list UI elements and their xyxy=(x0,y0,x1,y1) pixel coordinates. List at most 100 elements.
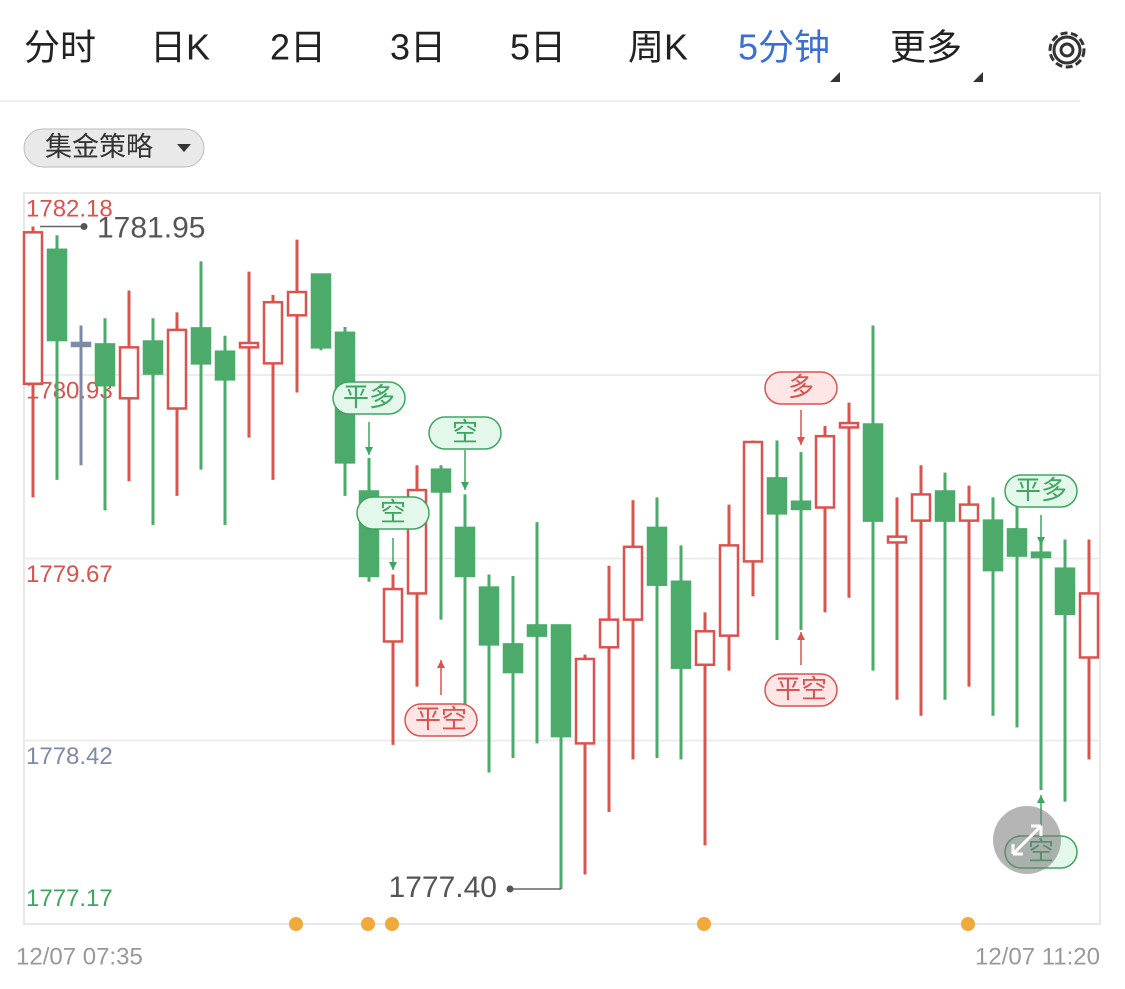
candle-body xyxy=(1054,567,1076,616)
signal-pill xyxy=(764,371,838,405)
y-tick-label: 1782.18 xyxy=(26,195,113,222)
candle-body xyxy=(838,421,860,429)
candle-body xyxy=(310,273,332,349)
candle-body xyxy=(190,327,212,365)
signal: 空 xyxy=(356,496,430,570)
settings-icon[interactable] xyxy=(1048,31,1086,69)
event-dot xyxy=(961,917,975,931)
candle-body xyxy=(622,545,644,621)
high-annotation: 1781.95 xyxy=(97,211,205,244)
y-tick-label: 1778.42 xyxy=(26,743,113,770)
signal-pill xyxy=(356,496,430,530)
signal-arrow-head xyxy=(1037,795,1045,803)
tab[interactable]: 分时 xyxy=(24,27,96,68)
signal-label: 空 xyxy=(380,497,406,527)
candle-body xyxy=(694,630,716,667)
button-label: 集金策略 xyxy=(45,132,153,162)
candle-body xyxy=(238,341,260,349)
low-annotation: 1777.40 xyxy=(389,871,497,904)
signal-arrow-head xyxy=(365,447,373,455)
event-dot xyxy=(289,917,303,931)
signal-label: 平空 xyxy=(415,704,467,734)
candle-body xyxy=(262,300,284,365)
signal: 空 xyxy=(428,416,502,490)
candle-body xyxy=(70,341,92,348)
zoom-icon xyxy=(1011,824,1043,856)
candle-body xyxy=(382,587,404,643)
candle-body xyxy=(574,657,596,745)
candle-body xyxy=(22,231,44,385)
candle-body xyxy=(910,493,932,522)
strategy-button[interactable]: 集金策略 xyxy=(23,128,205,168)
candle-body xyxy=(478,586,500,646)
candle-body xyxy=(982,519,1004,572)
candle-body xyxy=(1006,528,1028,557)
candle-body xyxy=(526,624,548,637)
signal-arrow-head xyxy=(1037,537,1045,545)
candle-body xyxy=(94,343,116,387)
tab[interactable]: 2日 xyxy=(270,27,326,68)
x-tick-label: 12/07 07:35 xyxy=(16,943,143,970)
candle-body xyxy=(430,468,452,493)
y-tick-label: 1779.67 xyxy=(26,561,113,588)
tab[interactable]: 日K xyxy=(150,27,210,68)
candle-body xyxy=(862,423,884,522)
signal-pill xyxy=(404,703,478,737)
annotation-dot xyxy=(80,222,88,230)
candle-body xyxy=(118,346,140,400)
candle-body xyxy=(718,544,740,637)
candle-body xyxy=(670,580,692,669)
signal: 平空 xyxy=(764,632,838,707)
candle-body xyxy=(166,328,188,410)
signal-arrow-head xyxy=(797,437,805,445)
zoom-button[interactable] xyxy=(993,806,1061,874)
signal-arrow-head xyxy=(461,482,469,490)
candle-body xyxy=(550,624,572,738)
candle-body xyxy=(46,248,68,342)
signal: 平多 xyxy=(1004,474,1078,545)
candle-body xyxy=(598,618,620,649)
candle-body xyxy=(766,477,788,515)
y-tick-label: 1777.17 xyxy=(26,885,113,912)
signal-label: 平多 xyxy=(1015,475,1067,505)
signal-label: 平多 xyxy=(343,382,395,412)
candle-body xyxy=(214,350,236,381)
tab[interactable]: 更多 xyxy=(890,27,962,68)
signal-pill xyxy=(764,673,838,707)
tab-bar: 分时 日K 2日 3日 5日 周K 5分钟 更多 xyxy=(0,27,1086,102)
candle-body xyxy=(646,526,668,586)
dropdown-corner xyxy=(830,72,840,82)
event-dot xyxy=(361,917,375,931)
dropdown-arrow xyxy=(177,144,191,152)
x-tick-label: 12/07 11:20 xyxy=(975,943,1100,970)
dropdown-corner xyxy=(973,72,983,82)
tab[interactable]: 3日 xyxy=(390,27,446,68)
candle-body xyxy=(1030,551,1052,559)
event-dot xyxy=(697,917,711,931)
signal-label: 平空 xyxy=(775,674,827,704)
candle-body xyxy=(742,440,764,563)
candle-body xyxy=(934,490,956,522)
tab[interactable]: 周K xyxy=(628,27,688,68)
signal-label: 多 xyxy=(788,372,814,402)
signal-arrow-head xyxy=(797,632,805,640)
candle-body xyxy=(886,535,908,544)
candle-body xyxy=(454,526,476,578)
candle-body xyxy=(142,340,164,375)
candle-body xyxy=(1078,592,1100,659)
candle-body xyxy=(286,290,308,317)
candle-body xyxy=(958,503,980,522)
signal-pill xyxy=(1004,474,1078,508)
signal: 平空 xyxy=(404,660,478,737)
signal-pill xyxy=(428,416,502,450)
event-dot xyxy=(385,917,399,931)
signal-label: 空 xyxy=(452,417,478,447)
tab[interactable]: 5日 xyxy=(510,27,566,68)
tab-active[interactable]: 5分钟 xyxy=(738,27,830,68)
candle-body xyxy=(790,500,812,511)
signal-arrow-head xyxy=(389,562,397,570)
signal-arrow-head xyxy=(437,660,445,668)
signal: 多 xyxy=(764,371,838,445)
